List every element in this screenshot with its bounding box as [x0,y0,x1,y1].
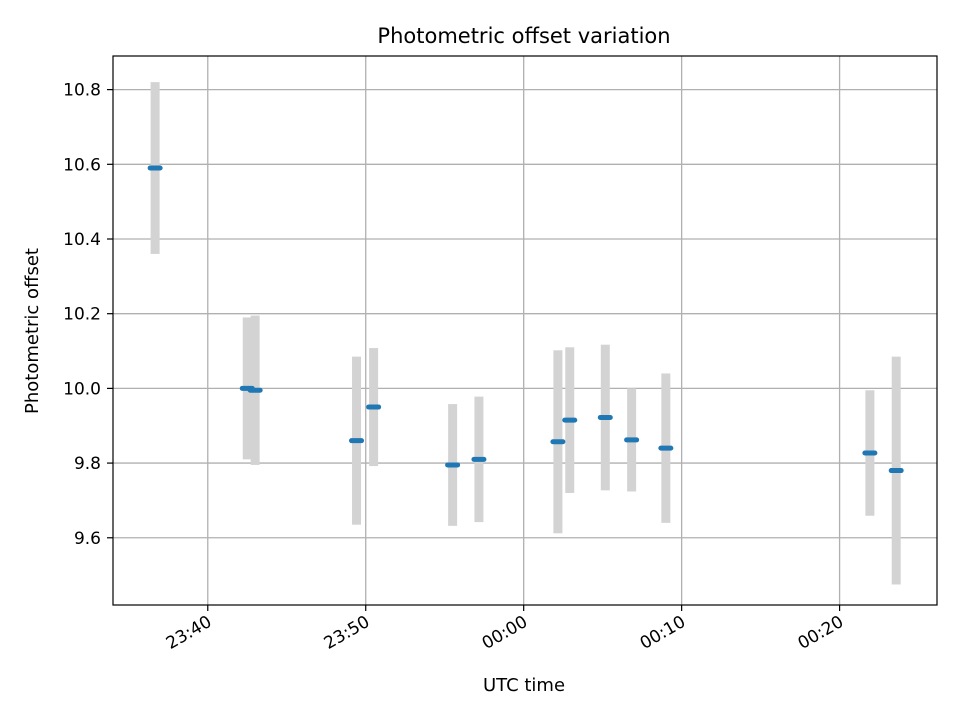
y-tick-label: 10.6 [63,155,101,175]
y-tick-label: 10.2 [63,305,101,325]
y-axis-label: Photometric offset [22,248,43,414]
x-axis-label: UTC time [483,675,565,696]
y-tick-label: 10.4 [63,230,101,250]
markers-group [147,165,904,474]
y-axis-ticks: 9.6 9.8 10.0 10.2 10.4 10.6 10.8 [63,81,113,549]
plot-frame [112,55,938,606]
y-tick-label: 10.0 [63,379,101,399]
y-tick-label: 9.6 [74,529,101,549]
y-tick-label: 10.8 [63,81,101,101]
chart-title: Photometric offset variation [377,24,670,48]
y-tick-label: 9.8 [74,454,101,474]
